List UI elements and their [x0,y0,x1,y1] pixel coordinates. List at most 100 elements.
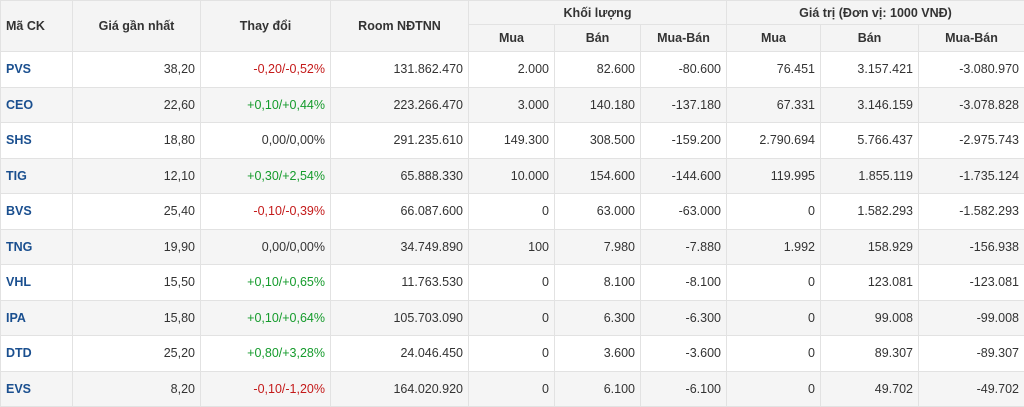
room-cell: 131.862.470 [331,52,469,88]
value-buy-cell: 1.992 [727,229,821,265]
volume-buy-cell: 0 [469,265,555,301]
volume-buy-cell: 3.000 [469,87,555,123]
change-cell: 0,00/0,00% [201,229,331,265]
symbol-cell[interactable]: BVS [1,194,73,230]
header-value-sell[interactable]: Bán [821,25,919,52]
volume-net-cell: -80.600 [641,52,727,88]
header-volume-sell[interactable]: Bán [555,25,641,52]
value-net-cell: -1.582.293 [919,194,1024,230]
value-net-cell: -89.307 [919,336,1024,372]
header-change[interactable]: Thay đổi [201,1,331,52]
value-buy-cell: 2.790.694 [727,123,821,159]
symbol-cell[interactable]: VHL [1,265,73,301]
volume-buy-cell: 0 [469,371,555,407]
header-volume-net[interactable]: Mua-Bán [641,25,727,52]
value-sell-cell: 123.081 [821,265,919,301]
symbol-cell[interactable]: PVS [1,52,73,88]
symbol-cell[interactable]: SHS [1,123,73,159]
volume-net-cell: -159.200 [641,123,727,159]
volume-sell-cell: 6.100 [555,371,641,407]
value-net-cell: -99.008 [919,300,1024,336]
value-buy-cell: 0 [727,336,821,372]
volume-sell-cell: 63.000 [555,194,641,230]
change-cell: +0,30/+2,54% [201,158,331,194]
header-symbol[interactable]: Mã CK [1,1,73,52]
price-cell: 12,10 [73,158,201,194]
symbol-cell[interactable]: EVS [1,371,73,407]
header-value-buy[interactable]: Mua [727,25,821,52]
price-cell: 25,40 [73,194,201,230]
change-cell: -0,20/-0,52% [201,52,331,88]
value-buy-cell: 0 [727,371,821,407]
symbol-cell[interactable]: TIG [1,158,73,194]
room-cell: 11.763.530 [331,265,469,301]
value-buy-cell: 0 [727,194,821,230]
change-cell: -0,10/-0,39% [201,194,331,230]
value-sell-cell: 1.855.119 [821,158,919,194]
price-cell: 22,60 [73,87,201,123]
value-sell-cell: 158.929 [821,229,919,265]
volume-buy-cell: 10.000 [469,158,555,194]
value-buy-cell: 76.451 [727,52,821,88]
room-cell: 105.703.090 [331,300,469,336]
value-sell-cell: 5.766.437 [821,123,919,159]
value-sell-cell: 3.157.421 [821,52,919,88]
value-sell-cell: 1.582.293 [821,194,919,230]
value-buy-cell: 0 [727,265,821,301]
price-cell: 25,20 [73,336,201,372]
value-net-cell: -156.938 [919,229,1024,265]
value-buy-cell: 67.331 [727,87,821,123]
symbol-cell[interactable]: TNG [1,229,73,265]
symbol-cell[interactable]: IPA [1,300,73,336]
header-last-price[interactable]: Giá gần nhất [73,1,201,52]
symbol-cell[interactable]: CEO [1,87,73,123]
symbol-cell[interactable]: DTD [1,336,73,372]
change-cell: +0,10/+0,44% [201,87,331,123]
change-cell: +0,10/+0,64% [201,300,331,336]
volume-buy-cell: 0 [469,300,555,336]
volume-net-cell: -6.300 [641,300,727,336]
value-sell-cell: 99.008 [821,300,919,336]
value-net-cell: -123.081 [919,265,1024,301]
value-net-cell: -2.975.743 [919,123,1024,159]
volume-buy-cell: 0 [469,194,555,230]
price-cell: 19,90 [73,229,201,265]
value-net-cell: -3.078.828 [919,87,1024,123]
volume-net-cell: -3.600 [641,336,727,372]
value-net-cell: -49.702 [919,371,1024,407]
volume-sell-cell: 8.100 [555,265,641,301]
volume-net-cell: -8.100 [641,265,727,301]
volume-sell-cell: 3.600 [555,336,641,372]
room-cell: 34.749.890 [331,229,469,265]
header-room[interactable]: Room NĐTNN [331,1,469,52]
volume-sell-cell: 82.600 [555,52,641,88]
room-cell: 65.888.330 [331,158,469,194]
value-net-cell: -3.080.970 [919,52,1024,88]
header-volume-buy[interactable]: Mua [469,25,555,52]
header-value-group: Giá trị (Đơn vị: 1000 VNĐ) [727,1,1024,25]
header-value-net[interactable]: Mua-Bán [919,25,1024,52]
change-cell: 0,00/0,00% [201,123,331,159]
room-cell: 164.020.920 [331,371,469,407]
volume-net-cell: -144.600 [641,158,727,194]
room-cell: 291.235.610 [331,123,469,159]
volume-net-cell: -137.180 [641,87,727,123]
volume-net-cell: -7.880 [641,229,727,265]
change-cell: +0,80/+3,28% [201,336,331,372]
volume-sell-cell: 308.500 [555,123,641,159]
header-volume-group: Khối lượng [469,1,727,25]
room-cell: 66.087.600 [331,194,469,230]
price-cell: 15,50 [73,265,201,301]
value-sell-cell: 89.307 [821,336,919,372]
